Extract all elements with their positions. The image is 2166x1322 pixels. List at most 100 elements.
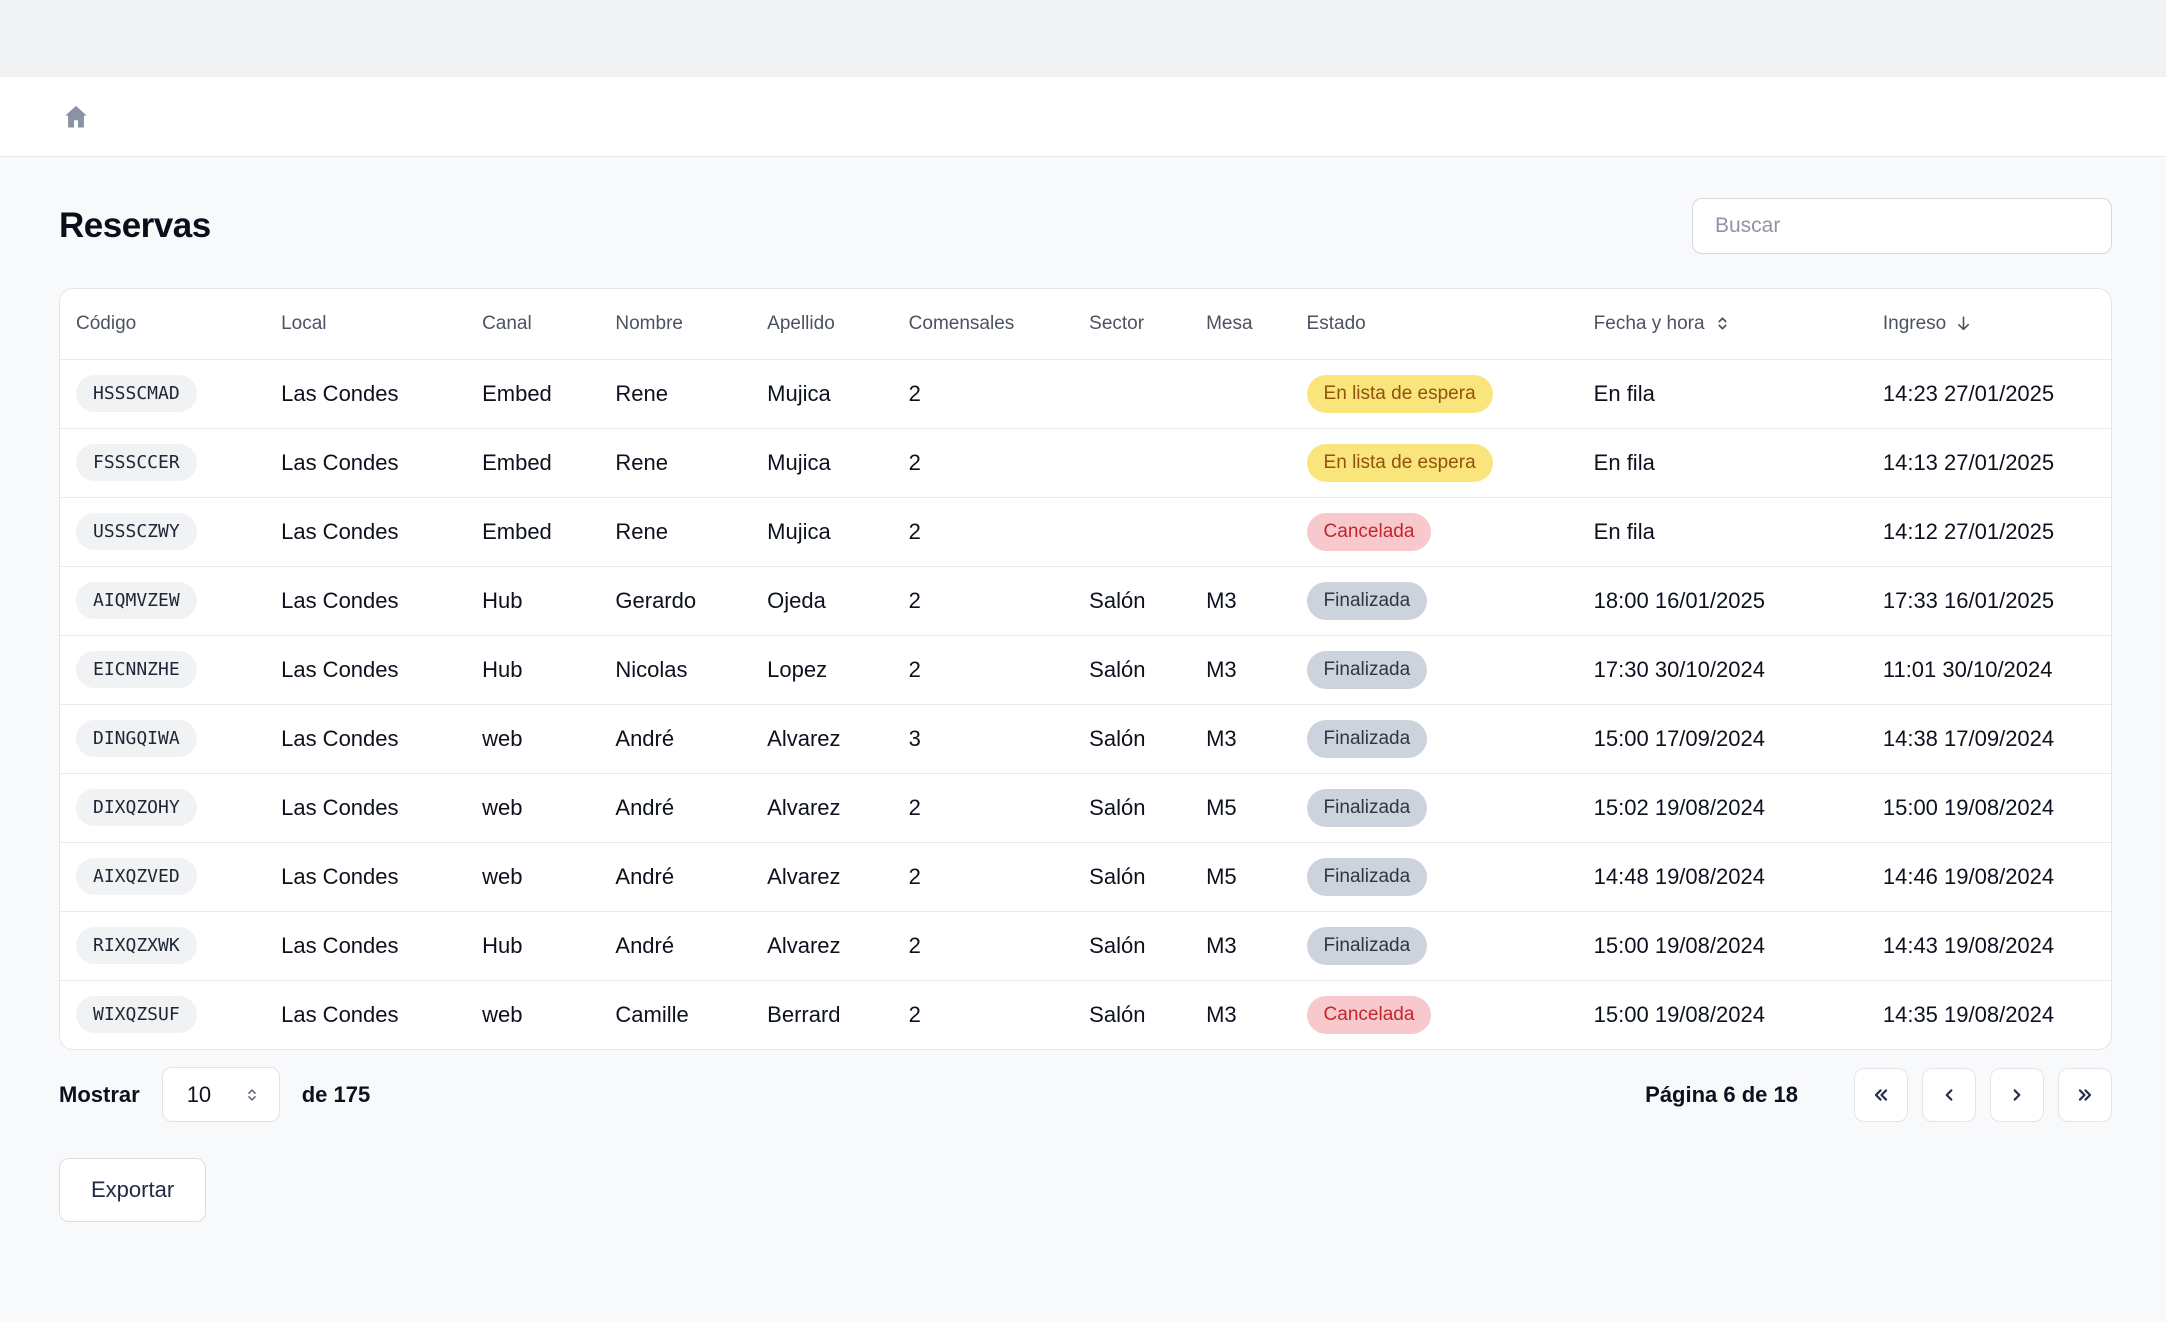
reservation-code-pill: USSSCZWY (76, 513, 197, 550)
reservations-table-card: Código Local Canal Nombre Apellido Comensales… (59, 288, 2112, 1050)
cell-canal: Embed (482, 380, 552, 406)
column-header-sector: Sector (1073, 289, 1190, 359)
table-row[interactable]: EICNNZHE Las Condes Hub Nicolas Lopez 2 Salón M… (60, 635, 2111, 704)
status-badge: Finalizada (1306, 857, 1428, 896)
cell-nombre: Gerardo (615, 587, 697, 613)
cell-canal: Hub (482, 656, 523, 682)
table-row[interactable]: WIXQZSUF Las Condes web Camille Berrard 2 Saló… (60, 980, 2111, 1049)
cell-nombre: Rene (615, 449, 668, 475)
pager-group: Página 6 de 18 (1645, 1067, 2112, 1122)
page-indicator: Página 6 de 18 (1645, 1081, 1798, 1107)
cell-apellido: Ojeda (767, 587, 826, 613)
column-header-ingreso[interactable]: Ingreso (1867, 289, 2111, 359)
cell-fecha: En fila (1593, 380, 1655, 406)
column-label: Código (76, 312, 137, 334)
cell-canal: Embed (482, 449, 552, 475)
main-content: Reservas CódigoLocalCanalNombreApellidoC… (0, 157, 2166, 1222)
cell-local: Las Condes (281, 449, 399, 475)
table-row[interactable]: HSSSCMAD Las Condes Embed Rene Mujica 2 En lis… (60, 359, 2111, 428)
cell-estado: En lista de espera (1291, 359, 1578, 428)
status-badge: En lista de espera (1306, 374, 1493, 413)
cell-estado: Finalizada (1291, 773, 1578, 842)
home-button[interactable] (59, 100, 93, 134)
cell-mesa (1190, 497, 1290, 566)
column-header-fecha[interactable]: Fecha y hora (1578, 289, 1867, 359)
next-page-button[interactable] (1990, 1067, 2044, 1122)
cell-canal: Hub (482, 587, 523, 613)
cell-estado: Cancelada (1291, 980, 1578, 1049)
reservation-code-pill: DINGQIWA (76, 720, 197, 757)
status-badge: Finalizada (1306, 650, 1428, 689)
cell-fecha: 15:00 19/08/2024 (1593, 1001, 1765, 1027)
cell-comensales: 2 (908, 794, 921, 820)
status-badge: Finalizada (1306, 788, 1428, 827)
cell-apellido: Alvarez (767, 932, 841, 958)
cell-nombre: André (615, 863, 675, 889)
table-row[interactable]: USSSCZWY Las Condes Embed Rene Mujica 2 Cancel… (60, 497, 2111, 566)
first-page-button[interactable] (1854, 1067, 1908, 1122)
chevron-right-icon (2006, 1084, 2028, 1106)
column-label: Ingreso (1882, 312, 1947, 334)
export-button[interactable]: Exportar (59, 1158, 207, 1222)
arrow-down-icon (1954, 314, 1973, 333)
column-label: Local (281, 312, 327, 334)
cell-comensales: 2 (908, 932, 921, 958)
cell-canal: web (482, 863, 523, 889)
cell-apellido: Alvarez (767, 725, 841, 751)
page-size-select[interactable]: 10 (161, 1067, 280, 1122)
cell-sector (1073, 428, 1190, 497)
column-header-nombre: Nombre (599, 289, 751, 359)
cell-fecha: 17:30 30/10/2024 (1593, 656, 1765, 682)
column-label: Canal (482, 312, 532, 334)
app-header (0, 77, 2166, 157)
reservations-table: Código Local Canal Nombre Apellido Comensales… (60, 289, 2111, 1049)
cell-ingreso: 14:13 27/01/2025 (1882, 449, 2055, 475)
cell-estado: Finalizada (1291, 842, 1578, 911)
column-label: Comensales (908, 312, 1015, 334)
cell-apellido: Mujica (767, 518, 831, 544)
search-input[interactable] (1692, 198, 2112, 254)
last-page-button[interactable] (2058, 1067, 2112, 1122)
cell-apellido: Berrard (767, 1001, 841, 1027)
table-row[interactable]: FSSSCCER Las Condes Embed Rene Mujica 2 En lis… (60, 428, 2111, 497)
pager-buttons (1854, 1067, 2112, 1122)
cell-nombre: Nicolas (615, 656, 688, 682)
cell-nombre: Rene (615, 380, 668, 406)
table-row[interactable]: AIQMVZEW Las Condes Hub Gerardo Ojeda 2 Salón M… (60, 566, 2111, 635)
cell-ingreso: 14:23 27/01/2025 (1882, 380, 2055, 406)
table-row[interactable]: DIXQZOHY Las Condes web André Alvarez 2 Salón M… (60, 773, 2111, 842)
cell-sector: Salón (1089, 794, 1146, 820)
page-size-group: Mostrar 10 de 175 (59, 1067, 370, 1122)
cell-sector (1073, 359, 1190, 428)
status-badge: Finalizada (1306, 719, 1428, 758)
table-row[interactable]: AIXQZVED Las Condes web André Alvarez 2 Salón M… (60, 842, 2111, 911)
chevron-left-icon (1938, 1084, 1960, 1106)
cell-comensales: 2 (908, 656, 921, 682)
cell-ingreso: 14:12 27/01/2025 (1882, 518, 2055, 544)
cell-canal: web (482, 794, 523, 820)
table-row[interactable]: DINGQIWA Las Condes web André Alvarez 3 Salón M… (60, 704, 2111, 773)
cell-nombre: André (615, 794, 675, 820)
chevrons-up-down-icon (243, 1086, 261, 1104)
cell-local: Las Condes (281, 794, 399, 820)
page-size-value: 10 (186, 1081, 212, 1107)
column-header-apellido: Apellido (751, 289, 893, 359)
cell-codigo: AIQMVZEW (60, 566, 265, 635)
prev-page-button[interactable] (1922, 1067, 1976, 1122)
cell-local: Las Condes (281, 518, 399, 544)
table-row[interactable]: RIXQZXWK Las Condes Hub André Alvarez 2 Salón M… (60, 911, 2111, 980)
cell-estado: Finalizada (1291, 911, 1578, 980)
cell-estado: En lista de espera (1291, 428, 1578, 497)
cell-comensales: 2 (908, 1001, 921, 1027)
column-label: Mesa (1206, 312, 1253, 334)
cell-codigo: HSSSCMAD (60, 359, 265, 428)
cell-comensales: 2 (908, 863, 921, 889)
cell-mesa: M3 (1206, 725, 1237, 751)
cell-fecha: 15:00 17/09/2024 (1593, 725, 1765, 751)
status-badge: En lista de espera (1306, 443, 1493, 482)
column-header-local: Local (265, 289, 466, 359)
column-header-codigo: Código (60, 289, 265, 359)
total-count-label: de 175 (301, 1081, 371, 1107)
column-label: Fecha y hora (1593, 312, 1705, 334)
column-header-mesa: Mesa (1190, 289, 1290, 359)
